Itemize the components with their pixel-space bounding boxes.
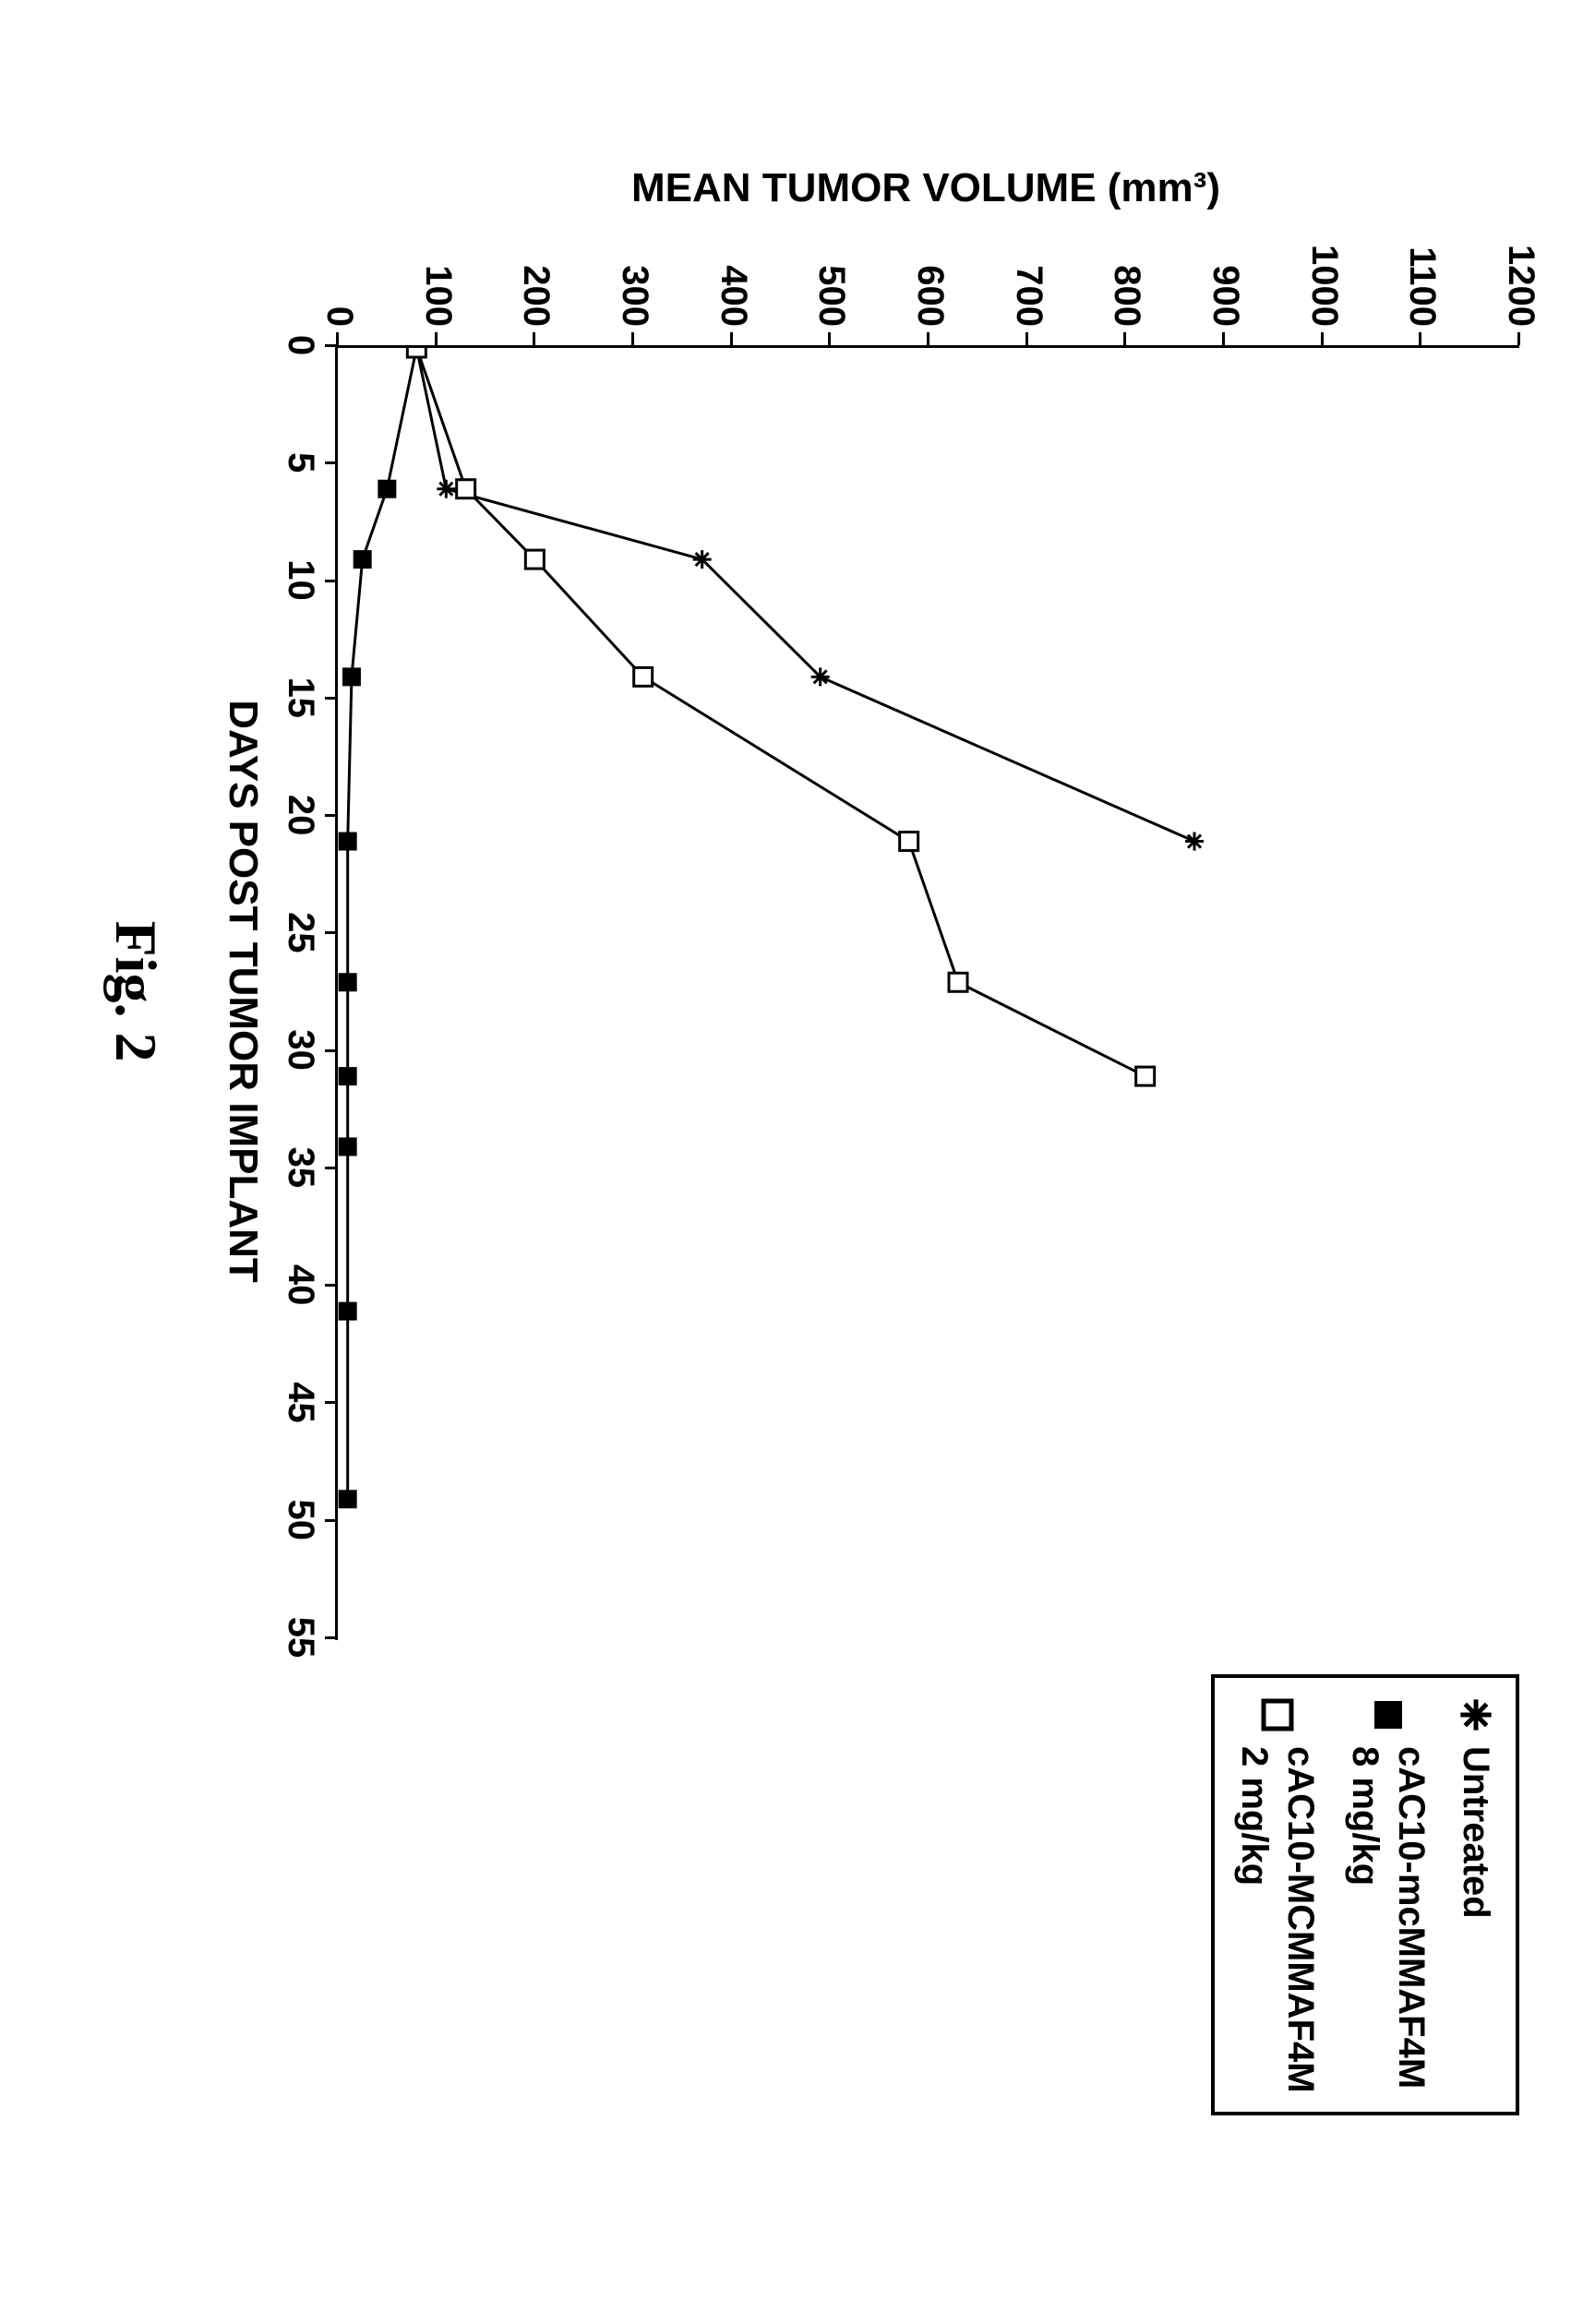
legend-marker	[1457, 1696, 1494, 1733]
x-axis-label-text: DAYS POST TUMOR IMPLANT	[221, 700, 266, 1283]
y-tick-label: 800	[1106, 265, 1147, 327]
x-tick-label: 25	[280, 895, 321, 969]
y-tick-label: 1100	[1401, 246, 1443, 327]
y-tick-label: 300	[614, 265, 655, 327]
y-tick-label: 200	[515, 265, 557, 327]
y-tick-label: 1200	[1500, 245, 1541, 327]
chart-container: 0100200300400500600700800900100011001200…	[24, 170, 1547, 2154]
legend-label: cAC10-MCMMAF4M2 mg/kg	[1231, 1746, 1324, 2093]
y-axis-label: MEAN TUMOR VOLUME (mm³)	[335, 165, 1517, 211]
legend-item: cAC10-mcMMAF4M8 mg/kg	[1342, 1696, 1434, 2093]
legend-marker	[1370, 1696, 1407, 1733]
y-tick-label: 100	[417, 265, 459, 327]
x-tick-label: 20	[280, 778, 321, 852]
chart-svg	[338, 348, 1519, 1640]
x-axis-label: DAYS POST TUMOR IMPLANT	[220, 345, 266, 1637]
legend-item: Untreated	[1453, 1696, 1499, 2093]
x-tick-label: 50	[280, 1483, 321, 1557]
y-tick-label: 500	[810, 265, 852, 327]
legend-marker	[1259, 1696, 1296, 1733]
legend-item: cAC10-MCMMAF4M2 mg/kg	[1231, 1696, 1324, 2093]
rotated-chart-wrapper: 0100200300400500600700800900100011001200…	[24, 170, 1547, 2154]
x-tick-label: 0	[280, 308, 321, 382]
page: 0100200300400500600700800900100011001200…	[0, 0, 1571, 2324]
figure-caption: Fig. 2	[102, 345, 170, 1637]
legend-label: Untreated	[1453, 1746, 1499, 1919]
y-tick-label: 0	[318, 306, 360, 327]
x-tick-label: 5	[280, 425, 321, 499]
x-tick-label: 35	[280, 1131, 321, 1204]
plot-area	[335, 345, 1519, 1640]
y-tick-label: 600	[909, 265, 951, 327]
figure-caption-text: Fig. 2	[103, 921, 169, 1062]
legend: Untreated cAC10-mcMMAF4M8 mg/kgcAC10-MCMM…	[1211, 1674, 1519, 2115]
y-tick-label: 400	[713, 265, 754, 327]
y-axis-label-text: MEAN TUMOR VOLUME (mm³)	[631, 165, 1220, 210]
legend-label: cAC10-mcMMAF4M8 mg/kg	[1342, 1746, 1434, 2089]
x-tick-label: 45	[280, 1365, 321, 1439]
x-tick-label: 30	[280, 1013, 321, 1087]
y-tick-label: 900	[1205, 265, 1246, 327]
y-tick-label: 700	[1008, 265, 1049, 327]
y-tick-label: 1000	[1303, 245, 1345, 327]
x-tick-label: 10	[280, 544, 321, 617]
x-tick-label: 55	[280, 1600, 321, 1674]
x-tick-label: 15	[280, 661, 321, 735]
x-tick-label: 40	[280, 1248, 321, 1322]
